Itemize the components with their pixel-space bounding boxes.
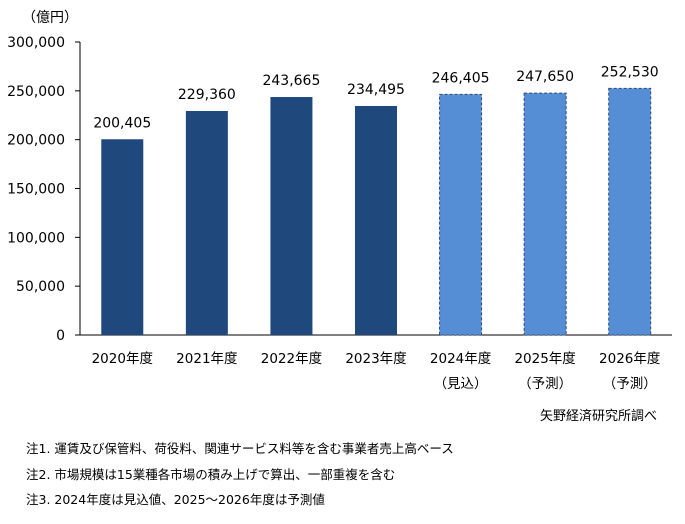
note-2: 注2. 市場規模は15業種各市場の積み上げで算出、一部重複を含む (26, 467, 396, 482)
y-tick-label: 250,000 (7, 84, 65, 100)
bar-2023年度 (355, 105, 397, 335)
x-tick-label: 2022年度 (261, 351, 322, 367)
x-tick-sublabel: （予測） (518, 376, 572, 392)
x-tick-label: 2025年度 (514, 351, 575, 367)
data-label: 229,360 (178, 87, 236, 103)
x-tick-label: 2024年度 (430, 351, 491, 367)
source-label: 矢野経済研究所調べ (539, 409, 657, 424)
y-tick-label: 50,000 (16, 279, 65, 295)
bar-2026年度 (608, 87, 652, 336)
y-tick-label: 150,000 (7, 182, 65, 198)
x-tick-label: 2020年度 (92, 351, 153, 367)
data-label: 200,405 (93, 115, 151, 131)
x-tick-sublabel: （予測） (603, 376, 657, 392)
y-axis: 0 50,000 100,000 150,000 200,000 250,000 300,0… (7, 35, 672, 344)
bar-chart: （億円） 0 50,000 100,000 150,000 200,000 250,000… (7, 10, 672, 392)
data-label: 243,665 (262, 73, 320, 89)
note-3: 注3. 2024年度は見込値、2025～2026年度は予測値 (26, 492, 325, 507)
x-tick-label: 2021年度 (176, 351, 237, 367)
x-tick-sublabel: （見込） (434, 376, 488, 392)
x-tick-label: 2023年度 (345, 351, 406, 367)
note-1: 注1. 運賃及び保管料、荷役料、関連サービス料等を含む事業者売上高ベース (26, 441, 454, 456)
bar-2020年度 (101, 139, 144, 335)
x-tick-label: 2026年度 (599, 351, 660, 367)
data-label: 234,495 (347, 82, 405, 98)
y-axis-unit-label: （億円） (22, 10, 78, 26)
x-axis-labels: 2020年度 2021年度 2022年度 2023年度 2024年度 （見込） 2025年度… (92, 351, 661, 392)
bars: 200,405 229,360 243,665 234,495 246,405 247,6… (93, 64, 659, 336)
y-tick-label: 300,000 (7, 35, 65, 51)
y-tick-label: 200,000 (7, 133, 65, 149)
data-label: 246,405 (432, 70, 490, 86)
y-tick-label: 100,000 (7, 230, 65, 246)
bar-2021年度 (185, 110, 228, 335)
bar-2022年度 (270, 97, 313, 336)
bar-2024年度 (439, 93, 483, 336)
data-label: 247,650 (516, 69, 574, 85)
y-tick-label: 0 (56, 328, 65, 344)
data-label: 252,530 (601, 64, 659, 80)
bar-2025年度 (523, 92, 567, 336)
